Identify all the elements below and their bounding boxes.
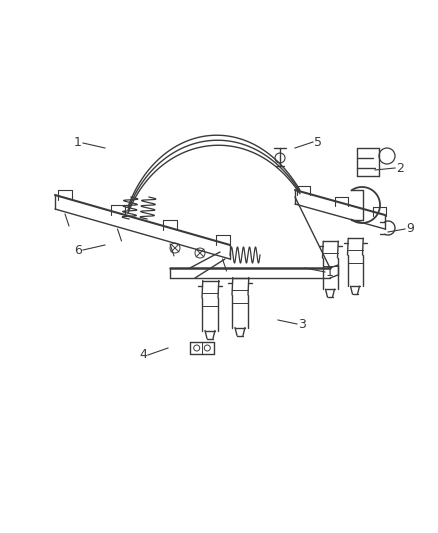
- Text: 1: 1: [326, 265, 334, 279]
- Text: 9: 9: [406, 222, 414, 236]
- Text: 6: 6: [74, 244, 82, 256]
- Text: 5: 5: [314, 135, 322, 149]
- Text: 3: 3: [298, 318, 306, 330]
- Text: 2: 2: [396, 161, 404, 174]
- Text: 4: 4: [139, 349, 147, 361]
- Text: 1: 1: [74, 136, 82, 149]
